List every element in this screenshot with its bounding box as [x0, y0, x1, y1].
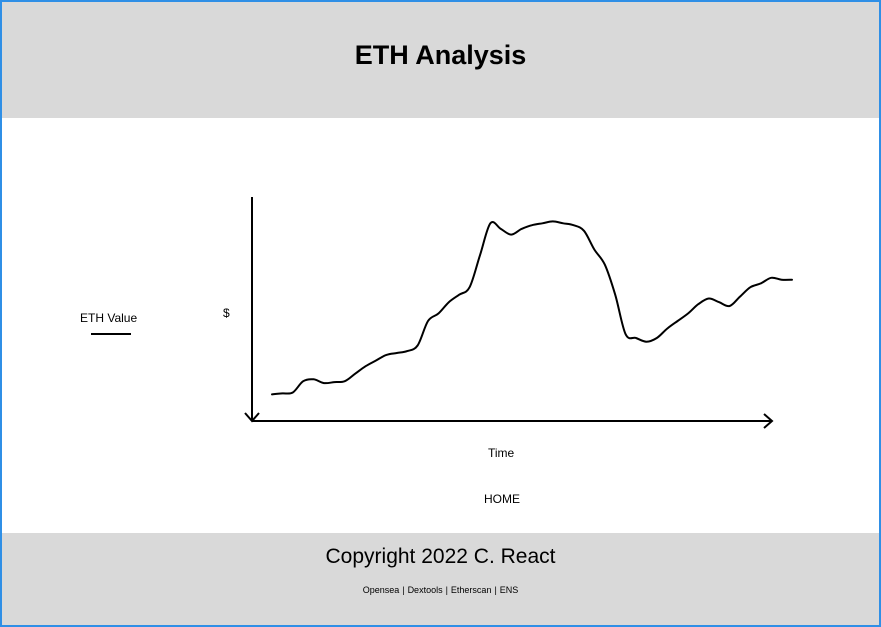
legend-line-swatch: [91, 333, 131, 335]
series-line-eth-value: [271, 220, 793, 396]
footer: Copyright 2022 C. React Opensea | Dextools…: [2, 533, 879, 625]
footer-link-ens[interactable]: ENS: [499, 585, 519, 595]
copyright-text: Copyright 2022 C. React: [325, 545, 556, 568]
link-separator: |: [402, 585, 405, 595]
y-axis-label: $: [223, 306, 230, 320]
page-title: ETH Analysis: [354, 40, 527, 70]
header: ETH Analysis: [2, 2, 879, 118]
footer-links: Opensea | Dextools | Etherscan | ENS: [2, 585, 879, 595]
x-axis-label: Time: [488, 446, 515, 460]
footer-link-dextools[interactable]: Dextools: [407, 585, 443, 595]
footer-link-etherscan[interactable]: Etherscan: [450, 585, 492, 595]
footer-link-opensea[interactable]: Opensea: [362, 585, 400, 595]
link-separator: |: [445, 585, 448, 595]
legend-label: ETH Value: [80, 311, 138, 325]
link-separator: |: [494, 585, 497, 595]
home-link[interactable]: HOME: [484, 492, 520, 506]
y-axis: [244, 197, 260, 423]
x-axis: [252, 413, 774, 429]
